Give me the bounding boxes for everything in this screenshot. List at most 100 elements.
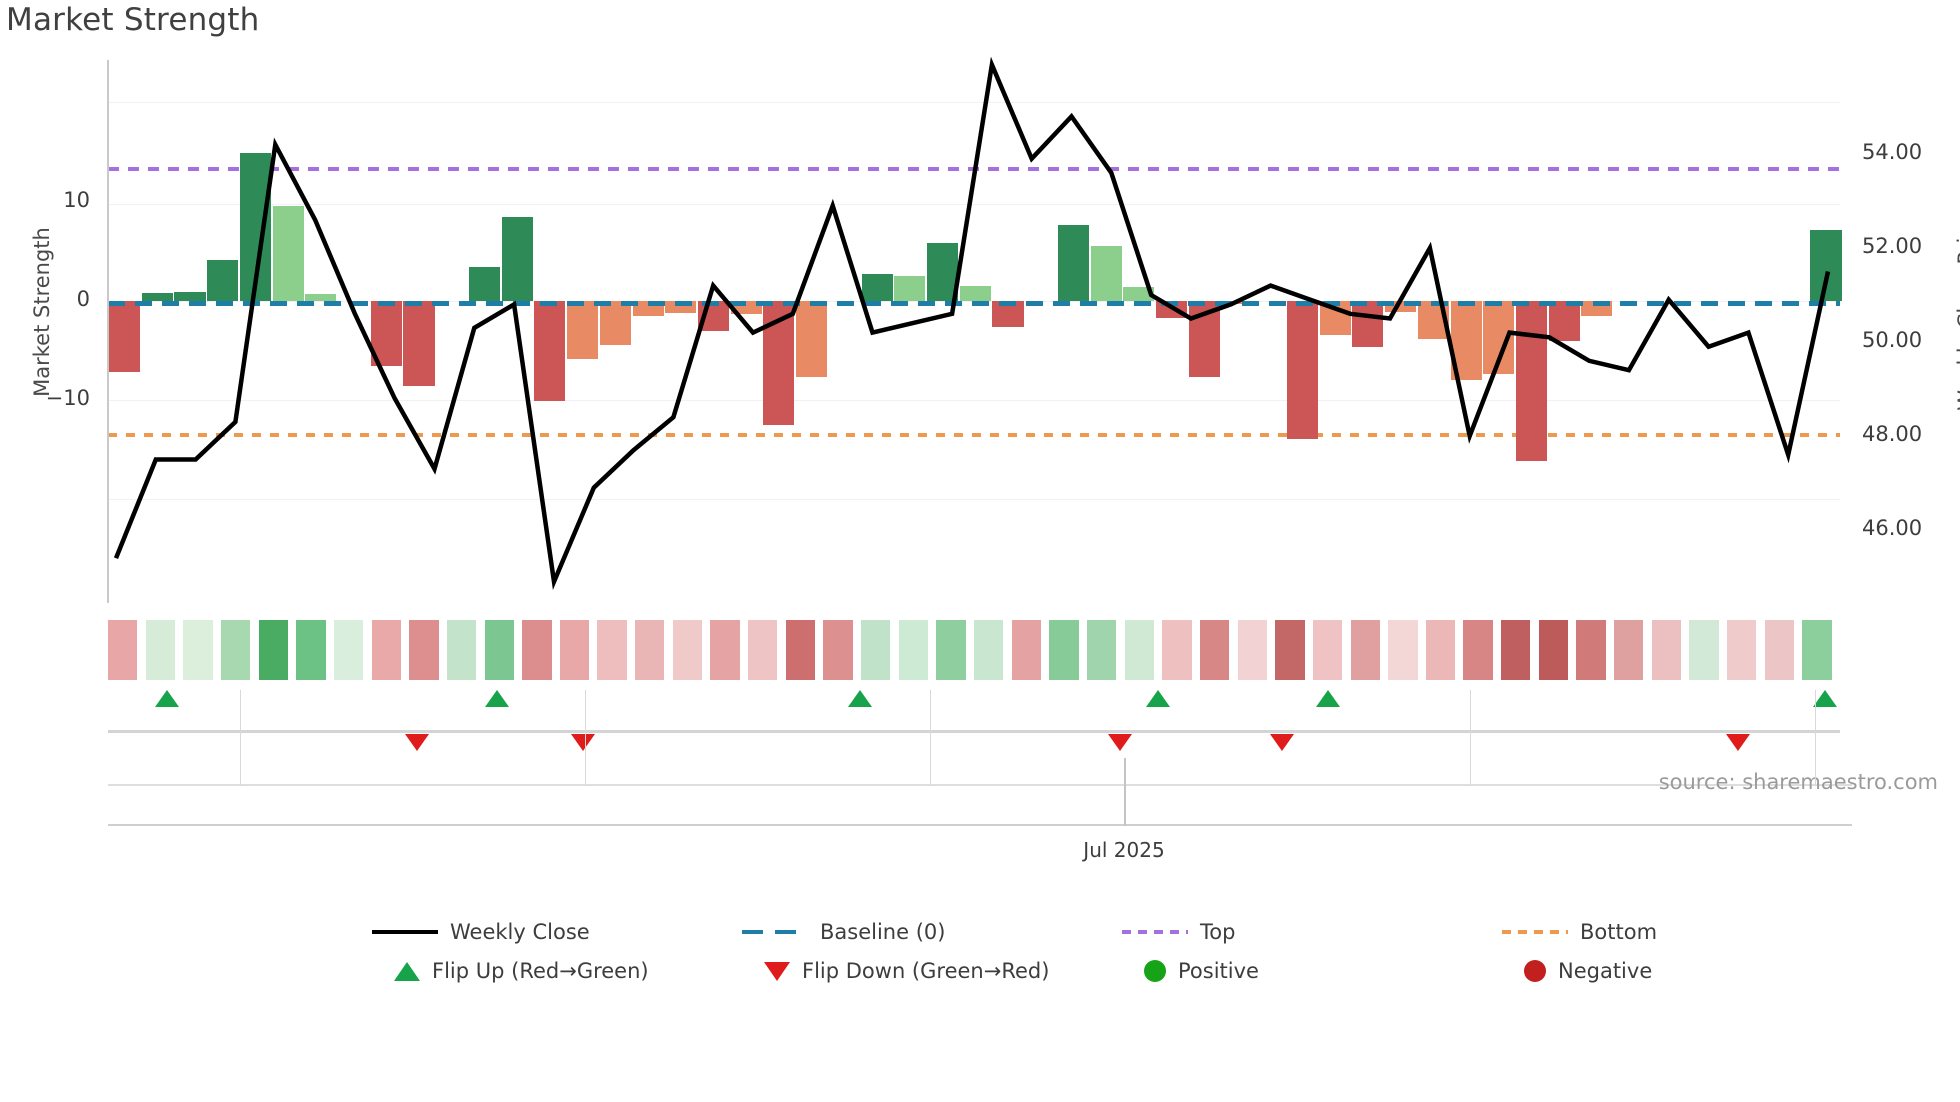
heatmap-cell <box>1802 620 1832 680</box>
y-tick-left: −10 <box>45 386 90 411</box>
x-axis-minor-tick <box>1815 690 1816 786</box>
flip-up-marker-icon <box>155 690 179 707</box>
heatmap-cell <box>672 620 703 680</box>
bar <box>1286 301 1318 440</box>
heatmap-cell <box>710 620 740 680</box>
bar <box>927 243 959 301</box>
y-axis-left-label: Market Strength <box>30 227 54 397</box>
x-axis-minor-tick <box>585 690 586 786</box>
bar <box>141 293 173 301</box>
legend-item[interactable]: Positive <box>1122 959 1259 983</box>
bar <box>796 301 828 378</box>
circle-icon <box>1524 960 1546 982</box>
flip-up-marker-icon <box>1146 690 1170 707</box>
heatmap-cell <box>1275 620 1305 680</box>
heatmap-cell <box>446 620 477 680</box>
heatmap-cell <box>1124 620 1154 680</box>
flip-down-marker-icon <box>1270 734 1294 751</box>
heatmap-cell <box>1538 620 1569 680</box>
flip-up-marker-icon <box>485 690 509 707</box>
flip-down-marker-icon <box>1726 734 1750 751</box>
heatmap-cell <box>108 620 138 680</box>
bar <box>403 301 435 387</box>
bar <box>1057 224 1089 301</box>
source-note: source: sharemaestro.com <box>1658 770 1938 794</box>
y-tick-left: 0 <box>76 287 90 311</box>
x-axis-minor-tick <box>240 690 241 786</box>
heatmap-cell <box>1388 620 1418 680</box>
bar <box>272 205 304 301</box>
x-axis-minor-tick <box>1470 690 1471 786</box>
heatmap-cell <box>1086 620 1117 680</box>
heatmap-cell <box>1425 620 1456 680</box>
axis-rule-middle <box>108 784 1852 786</box>
legend-item[interactable]: Flip Up (Red→Green) <box>372 959 649 983</box>
heatmap-cell <box>1049 620 1079 680</box>
heatmap-cell <box>597 620 627 680</box>
legend-item[interactable]: Baseline (0) <box>742 920 945 944</box>
x-axis-minor-tick <box>930 690 931 786</box>
legend-item[interactable]: Flip Down (Green→Red) <box>742 959 1049 983</box>
heatmap-cell <box>296 620 326 680</box>
heatmap-cell <box>1312 620 1343 680</box>
heatmap-cell <box>1614 620 1644 680</box>
heatmap-cell <box>484 620 514 680</box>
bar <box>861 274 893 301</box>
reference-line-baseline <box>108 301 1840 306</box>
flip-down-marker-icon <box>571 734 595 751</box>
legend-dotted-line-icon <box>1502 930 1568 934</box>
bar <box>959 286 991 301</box>
bar <box>468 267 500 301</box>
bar <box>599 301 631 345</box>
bar <box>1123 287 1155 301</box>
heatmap-cell <box>861 620 891 680</box>
chart-legend: Weekly Close Baseline (0) Top Bottom Flip U… <box>0 920 1960 998</box>
flip-marker-row <box>108 690 1840 751</box>
bar <box>665 301 697 313</box>
flip-down-marker-icon <box>1108 734 1132 751</box>
bar <box>109 301 141 372</box>
y-tick-right: 46.00 <box>1862 516 1923 540</box>
bar <box>305 294 337 301</box>
bar <box>1090 246 1122 301</box>
bar <box>1515 301 1548 461</box>
y-tick-right: 52.00 <box>1862 234 1923 258</box>
page-title: Market Strength <box>6 2 260 38</box>
bar <box>174 292 206 301</box>
heatmap-cell <box>898 620 929 680</box>
legend-row-1: Weekly Close Baseline (0) Top Bottom <box>0 920 1960 959</box>
legend-item[interactable]: Negative <box>1502 959 1652 983</box>
heatmap-cell <box>635 620 665 680</box>
heatmap-cell <box>748 620 778 680</box>
legend-item[interactable]: Weekly Close <box>372 920 590 944</box>
axis-rule-upper <box>108 730 1840 733</box>
flip-up-marker-icon <box>848 690 872 707</box>
weekly-close-line <box>113 56 1831 591</box>
heatmap-cell <box>409 620 439 680</box>
y-tick-right: 48.00 <box>1862 422 1923 446</box>
heatmap-cell <box>1727 620 1757 680</box>
heatmap-cell <box>823 620 853 680</box>
heatmap-cell <box>936 620 966 680</box>
reference-line-bottom <box>108 433 1840 437</box>
heatmap-cell <box>974 620 1004 680</box>
legend-item[interactable]: Top <box>1122 920 1235 944</box>
circle-icon <box>1144 960 1166 982</box>
heatmap-cell <box>1162 620 1192 680</box>
heatmap-cell <box>1237 620 1267 680</box>
heatmap-cell <box>1651 620 1682 680</box>
bar <box>1352 301 1384 347</box>
bar <box>1548 301 1580 341</box>
flip-down-marker-icon <box>405 734 429 751</box>
heatmap-cell <box>1199 620 1230 680</box>
legend-item[interactable]: Bottom <box>1502 920 1657 944</box>
triangle-down-icon <box>764 961 790 981</box>
legend-item-label: Flip Down (Green→Red) <box>802 959 1050 983</box>
bar <box>501 216 533 301</box>
y-tick-right: 50.00 <box>1862 328 1923 352</box>
legend-dotted-line-icon <box>1122 930 1188 934</box>
bar <box>567 301 599 359</box>
legend-item-label: Flip Up (Red→Green) <box>432 959 649 983</box>
y-tick-left: 10 <box>63 187 90 212</box>
x-axis-baseline <box>108 824 1852 826</box>
